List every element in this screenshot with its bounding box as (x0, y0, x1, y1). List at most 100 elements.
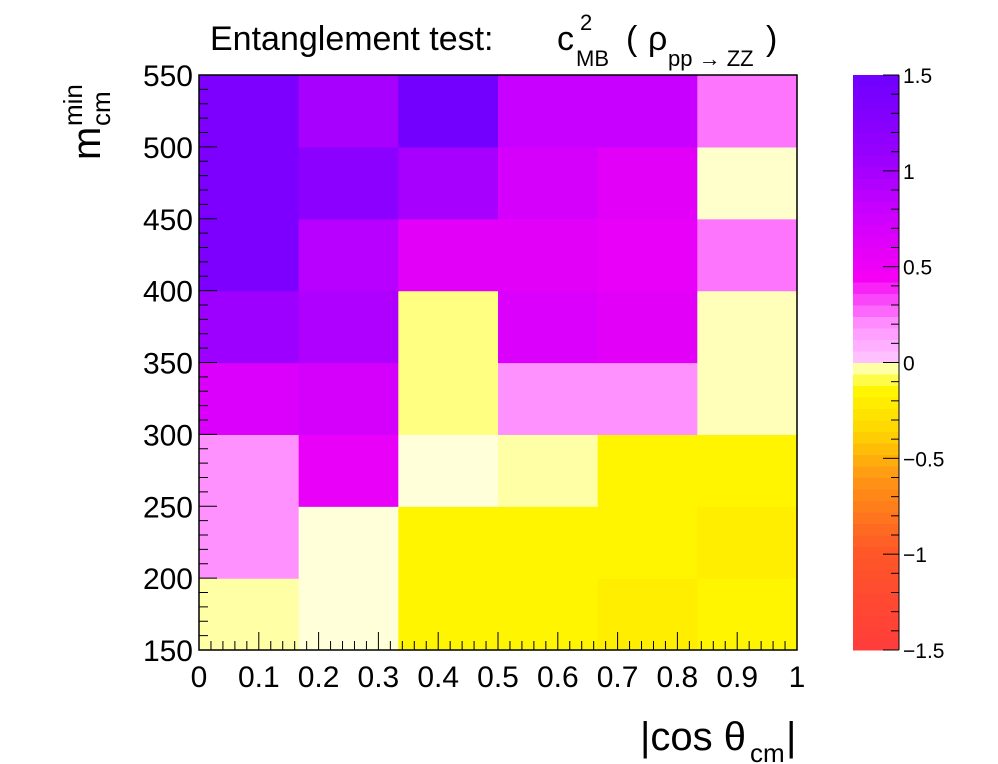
color-scale-band (853, 431, 899, 444)
heatmap-cell (398, 578, 499, 651)
color-scale-band (853, 592, 899, 605)
y-axis: 150 200 250 300 350 400 450 500 550 (143, 60, 217, 668)
y-tick-label: 500 (143, 132, 193, 165)
color-scale-band (853, 190, 899, 202)
color-scale-band (853, 75, 899, 87)
z-tick-label: −1 (903, 544, 927, 567)
heatmap-cell (199, 362, 300, 435)
color-scale-band (853, 443, 899, 455)
x-axis: 0 0.1 0.2 0.3 0.4 0.5 0.6 0.7 0.8 0.9 1 (191, 632, 806, 694)
y-axis-title-sub: cm (86, 91, 116, 126)
heatmap-cell (597, 434, 698, 507)
x-tick-label: 0.4 (417, 661, 459, 694)
heatmap-cell (398, 146, 499, 220)
heatmap-cell (298, 75, 399, 148)
heatmap-cell (697, 146, 798, 220)
color-scale-band (853, 466, 899, 478)
color-scale-band (853, 397, 899, 409)
heatmap-cell (697, 362, 798, 435)
x-tick-label: 1 (789, 661, 806, 694)
heatmap-cell (298, 146, 399, 220)
heatmap-cell (498, 75, 599, 148)
y-axis-title-main: m (65, 127, 109, 160)
z-tick-label: −0.5 (903, 448, 944, 471)
heatmap-cells (199, 75, 798, 651)
color-scale-band (853, 144, 899, 156)
heatmap-cell (498, 146, 599, 220)
heatmap-cell (298, 506, 399, 579)
color-scale (853, 75, 899, 651)
heatmap-cell (199, 434, 300, 507)
x-tick-label: 0.8 (657, 661, 699, 694)
color-scale-band (853, 489, 899, 501)
x-tick-label: 0 (191, 661, 208, 694)
color-scale-band (853, 178, 899, 191)
color-scale-band (853, 351, 899, 363)
chart-title: Entanglement test: c 2 MB ( ρ pp → ZZ ) (210, 10, 777, 71)
color-scale-band (853, 420, 899, 432)
y-tick-label: 400 (143, 276, 193, 309)
heatmap-cell (199, 506, 300, 579)
heatmap-cell (697, 218, 798, 292)
title-rho: ρ (648, 20, 667, 58)
heatmap-cell (398, 218, 499, 292)
heatmap-cell (597, 362, 698, 435)
color-scale-band (853, 247, 899, 260)
heatmap-cell (298, 578, 399, 651)
heatmap-cell (597, 75, 698, 148)
color-scale-band (853, 638, 899, 651)
z-tick-label: −1.5 (903, 640, 944, 663)
color-scale-band (853, 454, 899, 467)
heatmap-cell (697, 75, 798, 148)
color-scale-band (853, 408, 899, 421)
heatmap-cell (298, 290, 399, 364)
color-scale-band (853, 98, 899, 110)
color-scale-band (853, 581, 899, 593)
color-scale-band (853, 236, 899, 248)
heatmap-cell (398, 362, 499, 435)
title-main: Entanglement test: (210, 20, 494, 58)
title-c-sup: 2 (580, 10, 592, 35)
color-scale-band (853, 512, 899, 524)
color-scale-band (853, 224, 899, 237)
title-c: c (557, 20, 574, 58)
color-scale-band (853, 282, 899, 294)
y-tick-label: 250 (143, 491, 193, 524)
heatmap-cell (498, 362, 599, 435)
heatmap-cell (697, 506, 798, 579)
title-close-paren: ) (766, 20, 777, 58)
heatmap-cell (298, 434, 399, 507)
heatmap-cell (498, 290, 599, 364)
z-tick-label: 0.5 (903, 257, 932, 280)
y-tick-label: 450 (143, 204, 193, 237)
color-scale-band (853, 535, 899, 547)
color-scale-band (853, 155, 899, 168)
color-scale-band (853, 86, 899, 99)
heatmap-cell (597, 146, 698, 220)
x-tick-label: 0.3 (358, 661, 400, 694)
y-axis-title: m min cm (58, 84, 116, 160)
color-scale-band (853, 615, 899, 628)
color-scale-band (853, 109, 899, 122)
heatmap-cell (199, 290, 300, 364)
heatmap-cell (597, 578, 698, 651)
title-c-sub: MB (576, 46, 609, 71)
heatmap-cell (199, 75, 300, 148)
color-scale-band (853, 500, 899, 513)
y-tick-label: 300 (143, 419, 193, 452)
x-axis-title-main: |cos θ (640, 715, 746, 759)
z-tick-label: 1 (903, 161, 915, 184)
z-tick-label: 1.5 (903, 65, 932, 88)
color-scale-band (853, 558, 899, 570)
heatmap-cell (597, 290, 698, 364)
heatmap-cell (199, 578, 300, 651)
heatmap-cell (398, 506, 499, 579)
heatmap-cell (199, 146, 300, 220)
color-scale-band (853, 132, 899, 145)
x-tick-label: 0.2 (298, 661, 340, 694)
heatmap-cell (398, 290, 499, 364)
title-rho-sub: pp → ZZ (668, 46, 754, 71)
heatmap-cell (298, 218, 399, 292)
color-scale-band (853, 328, 899, 340)
